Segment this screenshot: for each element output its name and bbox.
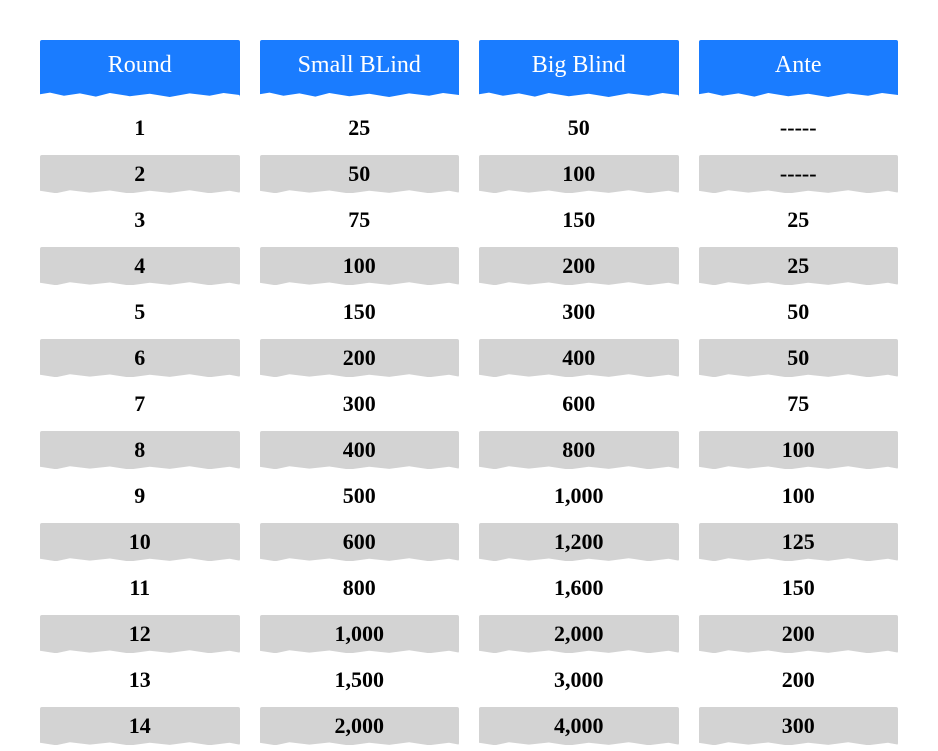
cell-small-blind: 800: [260, 567, 460, 609]
table-row: 3 75 150 25: [40, 199, 898, 241]
cell-big-blind: 200: [479, 245, 679, 287]
table-row: 11 800 1,600 150: [40, 567, 898, 609]
cell-big-blind: 1,600: [479, 567, 679, 609]
table-row: 14 2,000 4,000 300: [40, 705, 898, 747]
table-row: 9 500 1,000 100: [40, 475, 898, 517]
cell-small-blind: 300: [260, 383, 460, 425]
col-header-round: Round: [40, 40, 240, 97]
table-row: 2 50 100 -----: [40, 153, 898, 195]
cell-big-blind: 1,200: [479, 521, 679, 563]
cell-round: 13: [40, 659, 240, 701]
cell-round: 2: [40, 153, 240, 195]
cell-ante: 25: [699, 199, 899, 241]
cell-round: 1: [40, 107, 240, 149]
cell-ante: 125: [699, 521, 899, 563]
cell-small-blind: 500: [260, 475, 460, 517]
cell-round: 12: [40, 613, 240, 655]
cell-round: 7: [40, 383, 240, 425]
cell-small-blind: 200: [260, 337, 460, 379]
cell-big-blind: 400: [479, 337, 679, 379]
cell-ante: 50: [699, 337, 899, 379]
cell-ante: 200: [699, 613, 899, 655]
cell-ante: 100: [699, 475, 899, 517]
col-header-ante: Ante: [699, 40, 899, 97]
cell-ante: -----: [699, 153, 899, 195]
col-header-big-blind: Big Blind: [479, 40, 679, 97]
cell-big-blind: 2,000: [479, 613, 679, 655]
cell-big-blind: 800: [479, 429, 679, 471]
cell-big-blind: 50: [479, 107, 679, 149]
cell-big-blind: 100: [479, 153, 679, 195]
cell-round: 3: [40, 199, 240, 241]
cell-small-blind: 50: [260, 153, 460, 195]
table-row: 13 1,500 3,000 200: [40, 659, 898, 701]
cell-small-blind: 600: [260, 521, 460, 563]
cell-big-blind: 3,000: [479, 659, 679, 701]
cell-round: 10: [40, 521, 240, 563]
cell-small-blind: 2,000: [260, 705, 460, 747]
cell-small-blind: 1,000: [260, 613, 460, 655]
table-row: 1 25 50 -----: [40, 107, 898, 149]
cell-ante: 150: [699, 567, 899, 609]
blinds-table: Round Small BLind Big Blind Ante 1 25 50…: [40, 40, 898, 751]
cell-big-blind: 1,000: [479, 475, 679, 517]
cell-round: 11: [40, 567, 240, 609]
table-row: 10 600 1,200 125: [40, 521, 898, 563]
cell-small-blind: 75: [260, 199, 460, 241]
cell-round: 6: [40, 337, 240, 379]
cell-ante: 50: [699, 291, 899, 333]
cell-big-blind: 4,000: [479, 705, 679, 747]
cell-round: 8: [40, 429, 240, 471]
table-row: 5 150 300 50: [40, 291, 898, 333]
cell-round: 14: [40, 705, 240, 747]
cell-round: 5: [40, 291, 240, 333]
cell-ante: 75: [699, 383, 899, 425]
cell-round: 9: [40, 475, 240, 517]
cell-small-blind: 1,500: [260, 659, 460, 701]
table-row: 8 400 800 100: [40, 429, 898, 471]
cell-ante: -----: [699, 107, 899, 149]
table-row: 4 100 200 25: [40, 245, 898, 287]
table-row: 7 300 600 75: [40, 383, 898, 425]
cell-big-blind: 150: [479, 199, 679, 241]
cell-round: 4: [40, 245, 240, 287]
cell-small-blind: 150: [260, 291, 460, 333]
table-header-row: Round Small BLind Big Blind Ante: [40, 40, 898, 97]
cell-small-blind: 25: [260, 107, 460, 149]
table-row: 12 1,000 2,000 200: [40, 613, 898, 655]
cell-big-blind: 300: [479, 291, 679, 333]
cell-small-blind: 400: [260, 429, 460, 471]
cell-ante: 200: [699, 659, 899, 701]
cell-ante: 25: [699, 245, 899, 287]
cell-big-blind: 600: [479, 383, 679, 425]
col-header-small-blind: Small BLind: [260, 40, 460, 97]
cell-small-blind: 100: [260, 245, 460, 287]
table-row: 6 200 400 50: [40, 337, 898, 379]
cell-ante: 100: [699, 429, 899, 471]
cell-ante: 300: [699, 705, 899, 747]
